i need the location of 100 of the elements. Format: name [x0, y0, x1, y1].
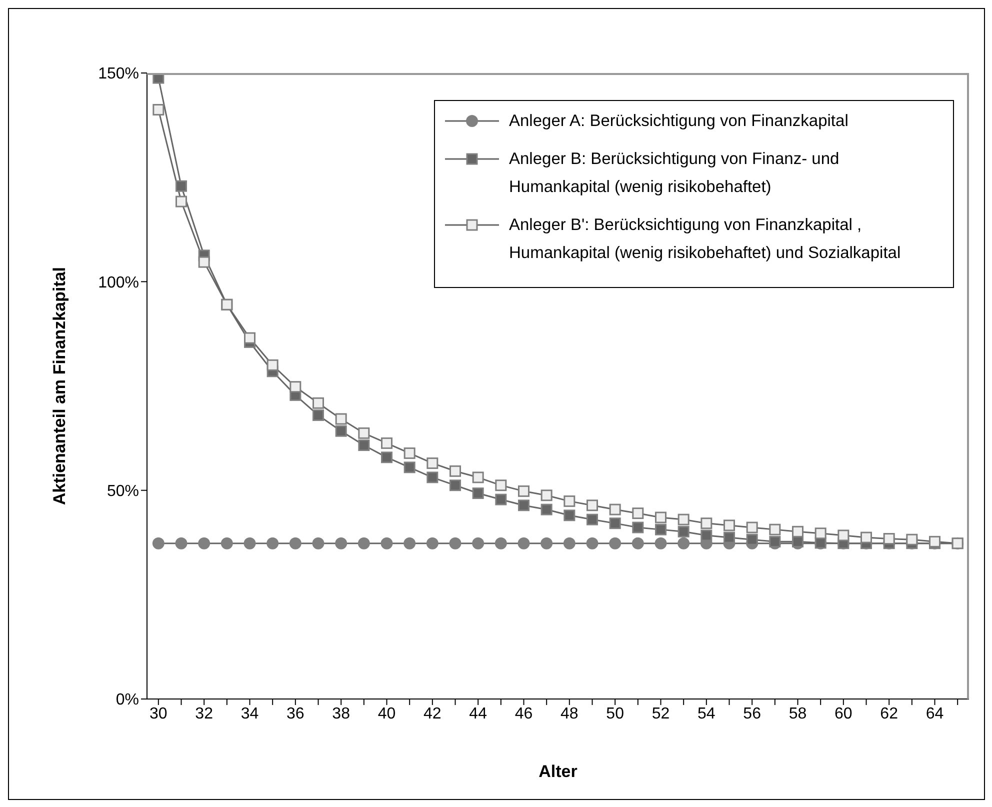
x-tick-label: 36 [286, 705, 304, 722]
point [494, 537, 507, 550]
point [609, 537, 622, 550]
point [655, 512, 666, 524]
point [426, 472, 438, 484]
point [609, 504, 621, 516]
x-tick-label: 38 [332, 705, 350, 722]
point [518, 485, 530, 497]
legend-label: Anleger B': Berücksichtigung von Finanzkapital , Humankapital (wenig risikobehaftet) und Sozialkapital [509, 215, 902, 264]
point [220, 537, 233, 550]
point [312, 537, 324, 550]
point [312, 397, 324, 409]
point [290, 381, 302, 393]
point [678, 537, 690, 550]
x-tick-label: 60 [834, 705, 852, 722]
point [198, 256, 210, 268]
point [404, 462, 416, 474]
point [586, 500, 598, 512]
x-tick-label: 48 [560, 705, 578, 722]
point [266, 537, 279, 550]
x-tick-label: 40 [378, 705, 396, 722]
point [518, 500, 530, 512]
point [814, 528, 826, 540]
point [289, 537, 302, 550]
x-tick-label: 30 [150, 705, 168, 722]
y-axis-title: Aktienanteil am Finanzkapital [50, 266, 70, 506]
point [540, 504, 552, 516]
point [495, 480, 507, 492]
x-tick-label: 56 [743, 705, 762, 722]
point [724, 520, 735, 532]
point [564, 495, 576, 507]
x-tick-label: 34 [240, 705, 259, 722]
point [244, 332, 256, 344]
point [152, 104, 164, 116]
point [746, 522, 758, 534]
point [450, 480, 461, 492]
point [906, 534, 918, 546]
point [426, 537, 438, 550]
legend-label: Anleger A: Berücksichtigung von Finanzkapital [509, 111, 850, 132]
point [175, 537, 188, 550]
y-tick-label: 150% [98, 66, 139, 83]
point [449, 537, 462, 550]
point [176, 196, 187, 208]
point [266, 359, 278, 371]
point [564, 510, 576, 522]
x-tick-label: 50 [606, 705, 624, 722]
point [540, 537, 553, 550]
x-tick-label: 44 [469, 705, 488, 722]
point [495, 494, 507, 506]
point [335, 425, 347, 437]
point [404, 447, 416, 459]
y-tick-label: 0% [116, 692, 139, 709]
point [472, 472, 484, 484]
x-tick-label: 42 [424, 705, 442, 722]
point [358, 537, 370, 550]
point [381, 452, 392, 464]
point [358, 440, 370, 452]
point [472, 537, 484, 550]
point [198, 537, 210, 550]
point [472, 488, 484, 500]
point [700, 518, 712, 530]
point [769, 524, 781, 536]
point [678, 514, 690, 526]
point [700, 530, 712, 542]
y-tick-label: 100% [98, 274, 139, 292]
point [792, 526, 804, 538]
x-tick-label: 58 [788, 705, 807, 722]
point [404, 537, 416, 550]
point [860, 532, 872, 544]
point [176, 180, 187, 192]
point [335, 413, 347, 425]
point [655, 524, 666, 536]
point [450, 465, 461, 477]
point [335, 537, 348, 550]
point [312, 409, 324, 421]
point [838, 530, 850, 542]
x-tick-label: 64 [926, 705, 944, 722]
point [152, 537, 164, 550]
point [632, 522, 644, 534]
x-tick-label: 46 [514, 705, 533, 722]
point [724, 532, 735, 544]
y-tick-label: 50% [106, 483, 139, 500]
point [426, 457, 438, 469]
point [632, 537, 644, 550]
point [586, 514, 598, 526]
point [244, 537, 256, 550]
x-tick-label: 52 [652, 705, 670, 722]
x-axis-title: Alter [538, 762, 578, 781]
x-tick-label: 54 [698, 705, 716, 722]
point [563, 537, 576, 550]
x-tick-label: 32 [195, 705, 214, 722]
point [518, 537, 530, 550]
point [380, 537, 393, 550]
point [609, 518, 621, 530]
point [358, 427, 370, 439]
point [540, 490, 552, 502]
legend-label: Anleger B: Berücksichtigung von Finanz- und Humankapital (wenig risikobehaftet) [509, 149, 840, 198]
point [654, 537, 667, 550]
point [586, 537, 598, 550]
point [381, 437, 392, 449]
